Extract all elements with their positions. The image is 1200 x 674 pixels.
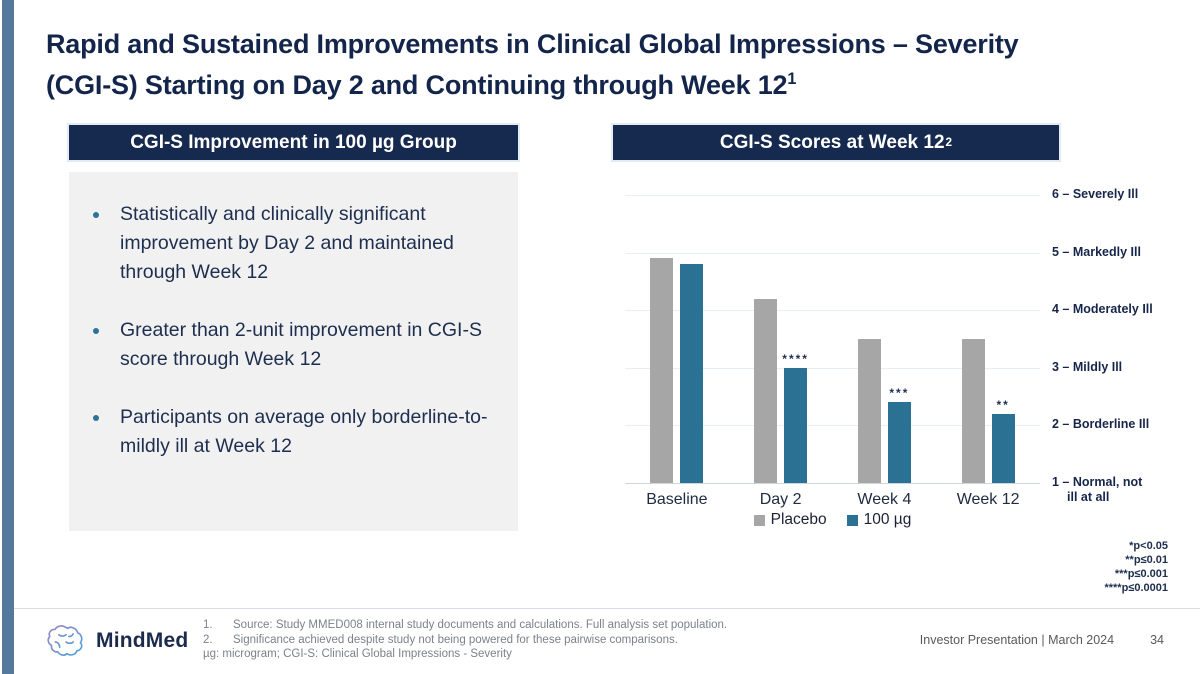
bullet-text-1: Statistically and clinically significant… [120,203,454,283]
brain-icon [47,625,83,656]
significance-note-3: ***p≤0.001 [1114,568,1168,580]
y-axis-label-1: 1 – Normal, not ill at all [1052,475,1143,504]
abbreviation-note: µg: microgram; CGI-S: Clinical Global Im… [203,648,512,660]
footnote-1-number: 1. [203,619,213,631]
legend-swatch-icon [753,514,765,526]
gridline-5 [625,252,1040,254]
bar-100-g-week-4 [887,402,911,483]
left-panel-header-label: CGI-S Improvement in 100 µg Group [130,131,457,153]
y-axis-label-4: 4 – Moderately Ill [1052,302,1153,317]
mindmed-logo: MindMed [46,618,188,664]
bar-placebo-baseline [650,258,674,483]
footnote-2-text: Significance achieved despite study not … [233,633,678,646]
x-axis-label-week-12: Week 12 [956,491,1020,508]
x-axis-label-week-4: Week 4 [857,491,912,508]
right-panel-header-label: CGI-S Scores at Week 12 [719,131,945,153]
significance-note-1: *p<0.05 [1129,540,1168,552]
title-footnote-marker: 1 [787,70,797,88]
title-line-2: (CGI-S) Starting on Day 2 and Continuing… [46,70,788,100]
bar-100-g-baseline [680,264,704,483]
legend-label: Placebo [770,511,827,528]
chart-plot: Baseline **** Day 2 *** Week 4 ** Week 12 [625,195,1040,508]
bar-100-g-day-2 [784,367,808,483]
footnote-2: 2. Significance achieved despite study n… [203,633,727,648]
gridline-6 [625,195,1040,196]
bullet-dot-icon [93,415,99,421]
legend-swatch-icon [846,514,858,526]
significance-notes: *p<0.05 **p≤0.01 ***p≤0.001 ****p≤0.0001 [1104,539,1168,595]
y-axis-label-5: 5 – Markedly Ill [1052,244,1141,259]
legend-item-100-g: 100 µg [846,511,912,529]
chart-y-axis-labels: 6 – Severely Ill 5 – Markedly Ill 4 – Mode… [1052,187,1188,504]
bullet-text-3: Participants on average only borderline-… [120,406,488,457]
significance-marker-day-2: **** [782,351,809,366]
bullet-dot-icon [93,328,99,334]
legend-label: 100 µg [863,511,912,528]
y-axis-label-3: 3 – Mildly Ill [1052,359,1123,374]
footer-right: Investor Presentation | March 2024 34 [920,633,1164,647]
y-axis-label-2: 2 – Borderline Ill [1052,417,1150,432]
legend-item-placebo: Placebo [753,511,827,529]
bullet-item-3: Participants on average only borderline-… [93,403,500,461]
bar-placebo-week-12 [961,339,985,483]
bullet-item-2: Greater than 2-unit improvement in CGI-S… [93,316,500,374]
cgi-s-bar-chart: Baseline **** Day 2 *** Week 4 ** Week 12 6 – … [613,180,1188,550]
bullet-text-2: Greater than 2-unit improvement in CGI-S… [120,319,482,370]
bar-placebo-day-2 [754,298,778,483]
left-panel-body: Statistically and clinically significant… [69,172,518,531]
bar-100-g-week-12 [991,413,1015,483]
bullet-list: Statistically and clinically significant… [69,172,518,461]
footer-divider [14,608,1200,609]
significance-note-4: ****p≤0.0001 [1104,582,1168,594]
significance-marker-week-4: *** [889,386,910,401]
footnotes: 1. Source: Study MMED008 internal study … [203,618,727,662]
bar-placebo-week-4 [857,339,881,483]
chart-legend: Placebo 100 µg [625,511,1040,529]
footnote-2-number: 2. [203,633,213,646]
slide-title: Rapid and Sustained Improvements in Clin… [46,24,1156,106]
bullet-dot-icon [93,212,99,218]
left-panel-header: CGI-S Improvement in 100 µg Group [69,125,518,160]
title-line-1: Rapid and Sustained Improvements in Clin… [46,29,1019,59]
y-axis-label-6: 6 – Severely Ill [1052,187,1139,201]
footnote-1-text: Source: Study MMED008 internal study doc… [233,619,728,631]
left-accent-bar [2,0,14,674]
y-axis-label-1-line2: ill at all [1067,490,1110,504]
significance-note-2: **p≤0.01 [1125,554,1168,566]
bullet-item-1: Statistically and clinically significant… [93,200,500,287]
significance-marker-week-12: ** [996,397,1010,412]
footnote-1: 1. Source: Study MMED008 internal study … [203,618,727,633]
gridline-2 [625,425,1040,427]
right-panel-header: CGI-S Scores at Week 12 2 [613,125,1059,160]
presentation-label: Investor Presentation | March 2024 [919,633,1115,647]
page-number: 34 [1150,633,1164,647]
x-axis-label-baseline: Baseline [646,491,708,508]
gridline-3 [625,367,1040,369]
logo-wordmark: MindMed [96,629,189,652]
x-axis-label-day-2: Day 2 [759,491,802,508]
gridline-4 [625,310,1040,312]
